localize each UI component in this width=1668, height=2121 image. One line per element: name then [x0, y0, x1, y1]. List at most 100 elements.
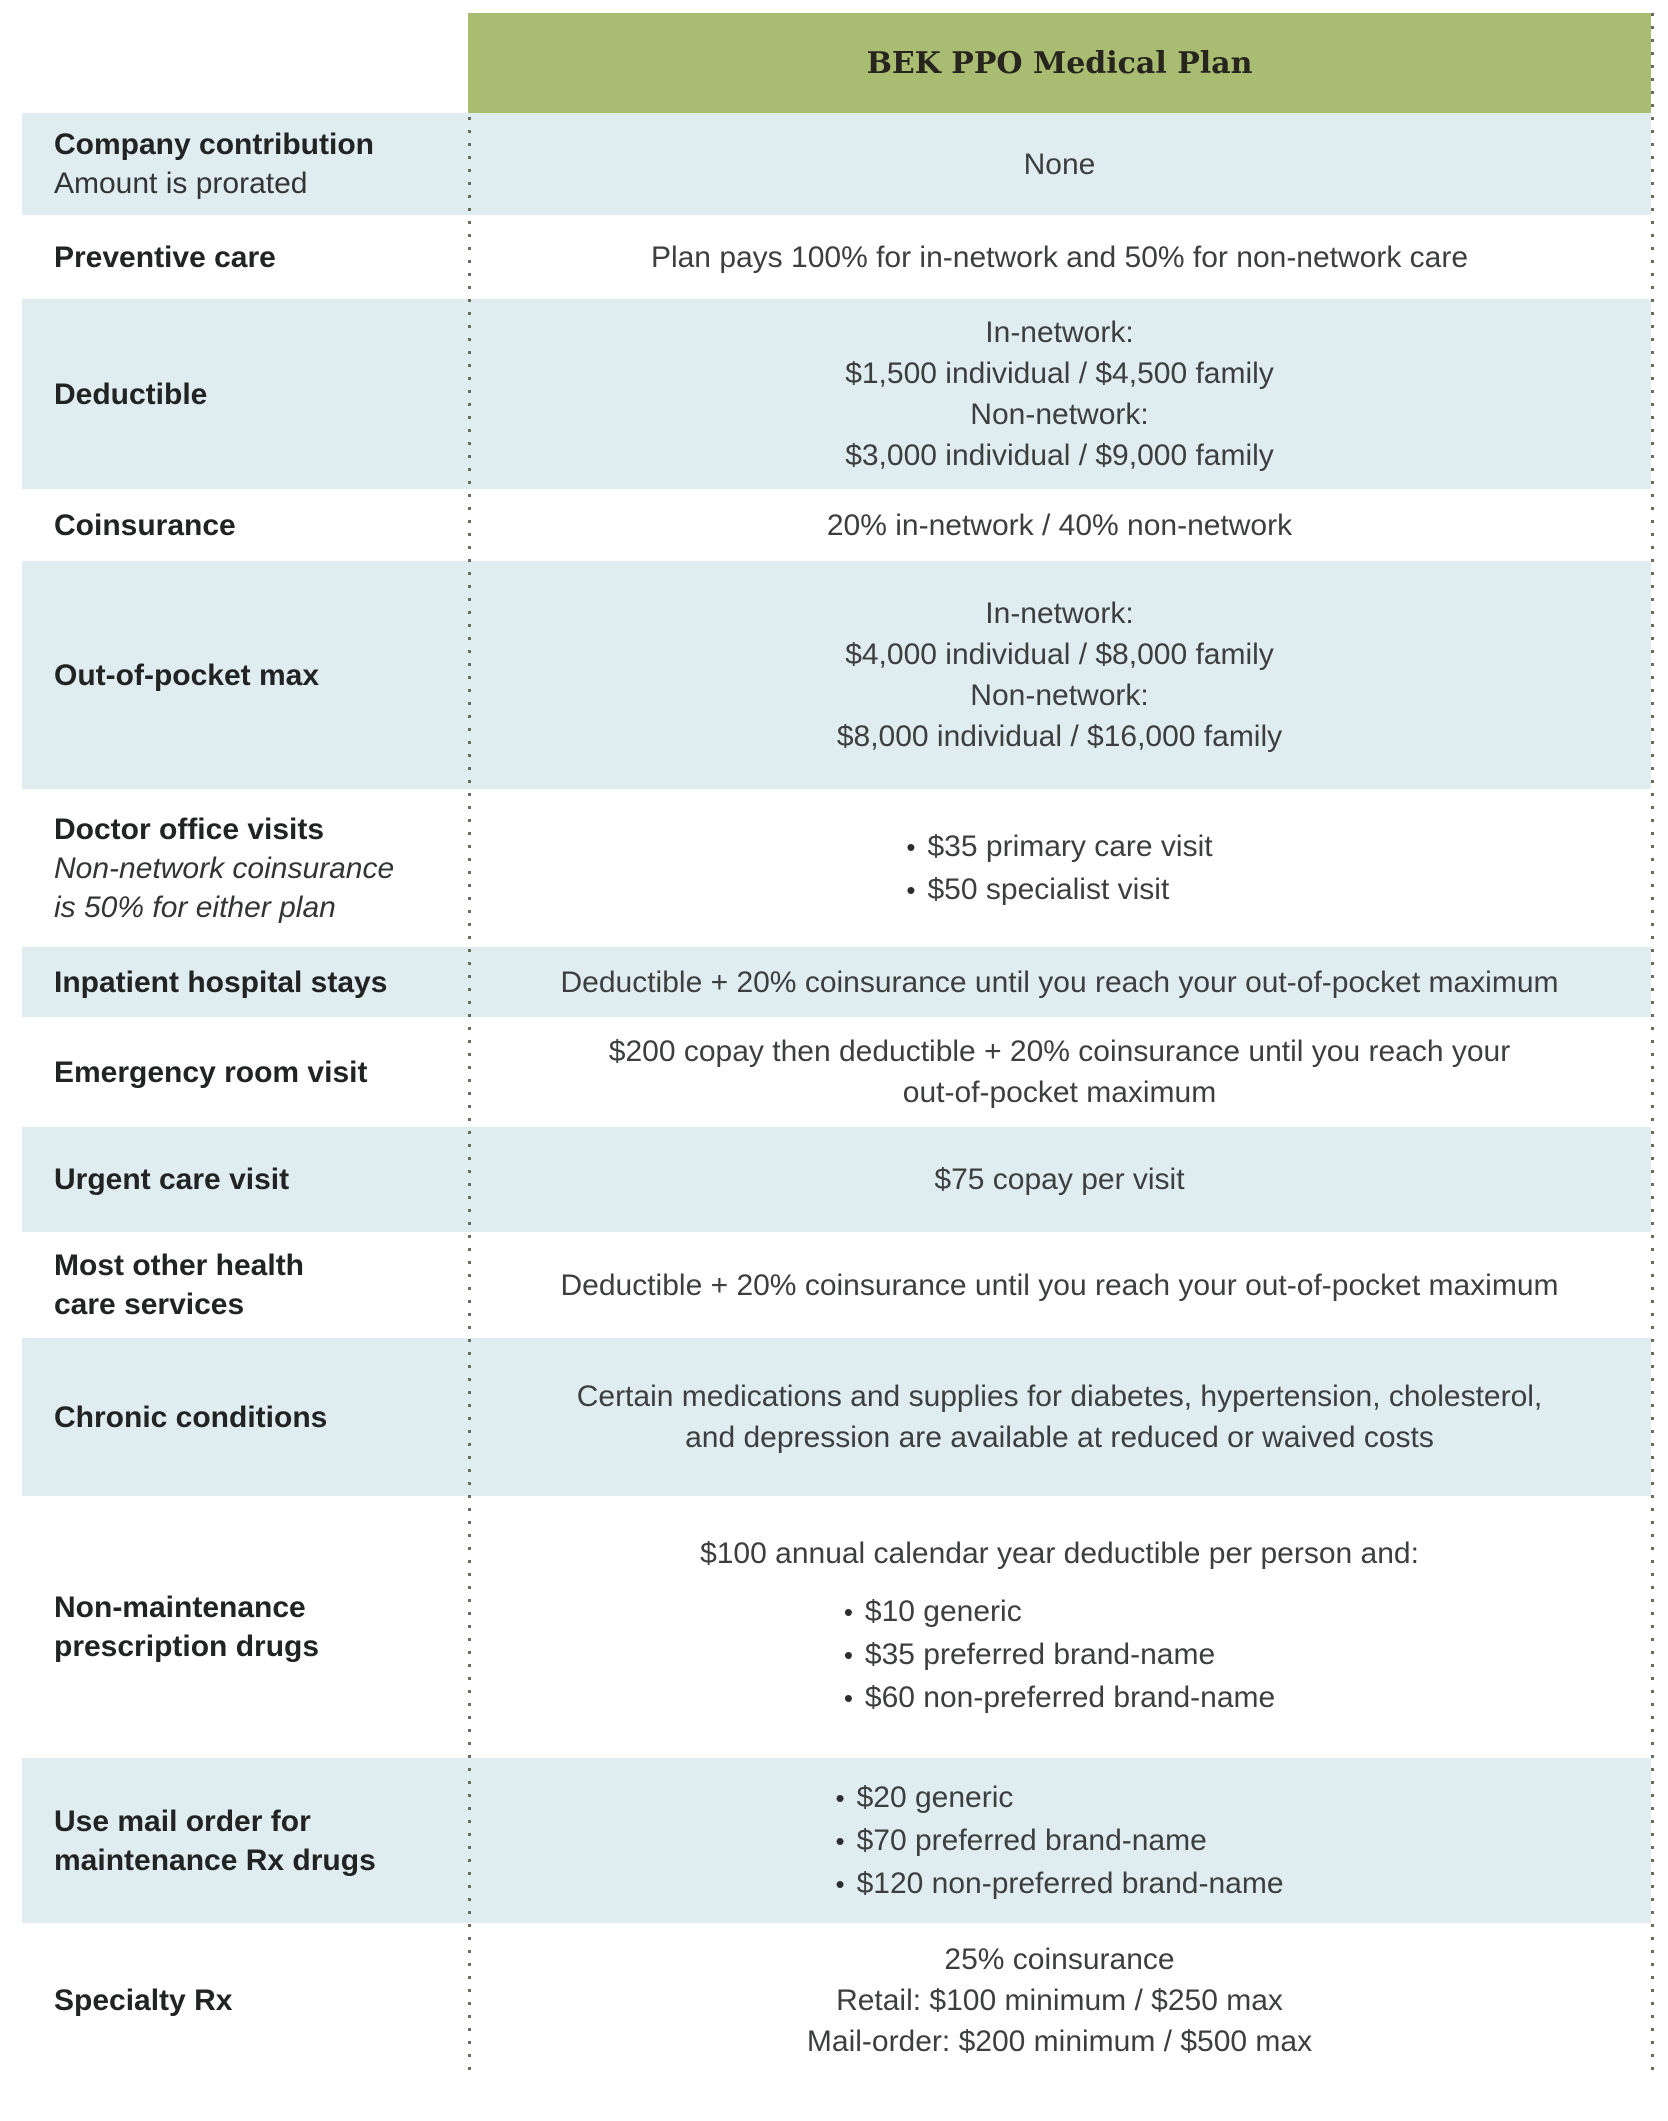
table-header-row: BEK PPO Medical Plan — [22, 13, 1651, 113]
bullet-text: $35 primary care visit — [927, 829, 1213, 863]
table-row-use-mail-order-for-maintenance-rx-drugs: Use mail order for maintenance Rx drugs • $… — [22, 1758, 1651, 1923]
bullet-item: • $70 preferred brand-name — [835, 1822, 1283, 1860]
row-label-text: maintenance Rx drugs — [54, 1843, 376, 1877]
table-row-most-other-health-care-services: Most other health care services Deductible… — [22, 1232, 1651, 1338]
table-row-specialty-rx: Specialty Rx 25% coinsurance Retail: $100 … — [22, 1923, 1651, 2077]
row-value-specialty-rx: 25% coinsurance Retail: $100 minimum / $2… — [468, 1923, 1651, 2077]
row-label-coinsurance: Coinsurance — [22, 489, 468, 561]
row-label-text: Doctor office visits — [54, 812, 325, 846]
row-label-chronic-conditions: Chronic conditions — [22, 1338, 468, 1496]
row-label-text: Company contribution — [54, 128, 374, 161]
table-row-coinsurance: Coinsurance 20% in-network / 40% non-netw… — [22, 489, 1651, 561]
row-value-text: In-network: — [985, 316, 1134, 349]
row-label-preventive-care: Preventive care — [22, 215, 468, 299]
row-label-specialty-rx: Specialty Rx — [22, 1923, 468, 2077]
row-value-text: and depression are available at reduced … — [685, 1421, 1434, 1454]
bullet-text: $10 generic — [864, 1594, 1022, 1628]
row-value-deductible: In-network: $1,500 individual / $4,500 fa… — [468, 299, 1651, 489]
row-label-text: Most other health — [54, 1249, 305, 1282]
bullet-item: • $35 primary care visit — [906, 828, 1212, 866]
bullet-item: • $120 non-preferred brand-name — [835, 1865, 1283, 1903]
row-value-text: $1,500 individual / $4,500 family — [845, 357, 1274, 390]
bullet-item: • $10 generic — [844, 1593, 1275, 1631]
bullet-dot-icon: • — [835, 1782, 845, 1813]
row-label-note: is 50% for either plan — [54, 890, 336, 924]
bullet-dot-icon: • — [843, 1596, 853, 1627]
bullet-text: $35 preferred brand-name — [864, 1637, 1216, 1671]
row-label-doctor-office-visits: Doctor office visits Non-network coinsura… — [22, 789, 468, 947]
row-label-text: Emergency room visit — [54, 1055, 368, 1089]
row-label-inpatient-hospital-stays: Inpatient hospital stays — [22, 947, 468, 1017]
row-label-note: Non-network coinsurance — [54, 851, 395, 885]
row-value-emergency-room-visit: $200 copay then deductible + 20% coinsur… — [468, 1017, 1651, 1127]
row-label-text: Inpatient hospital stays — [54, 965, 388, 999]
row-label-text: prescription drugs — [54, 1630, 320, 1663]
bullet-list: • $20 generic • $70 preferred brand-name • $1… — [835, 1774, 1283, 1908]
bullet-dot-icon: • — [843, 1682, 853, 1713]
row-value-text: Certain medications and supplies for dia… — [576, 1380, 1543, 1413]
table-row-preventive-care: Preventive care Plan pays 100% for in-net… — [22, 215, 1651, 299]
row-value-text: 25% coinsurance — [944, 1942, 1175, 1976]
row-value-inpatient-hospital-stays: Deductible + 20% coinsurance until you r… — [468, 947, 1651, 1017]
bullet-list: • $35 primary care visit • $50 specialist v… — [906, 823, 1212, 914]
row-value-text: out-of-pocket maximum — [902, 1076, 1217, 1109]
table-row-company-contribution: Company contribution Amount is prorated No… — [22, 113, 1651, 215]
row-value-text: Plan pays 100% for in-network and 50% fo… — [650, 240, 1469, 274]
row-label-text: Urgent care visit — [54, 1163, 290, 1196]
row-value-most-other-health-care-services: Deductible + 20% coinsurance until you r… — [468, 1232, 1651, 1338]
row-value-coinsurance: 20% in-network / 40% non-network — [468, 489, 1651, 561]
bullet-text: $50 specialist visit — [927, 872, 1170, 906]
row-value-company-contribution: None — [468, 113, 1651, 215]
row-value-text: $4,000 individual / $8,000 family — [845, 638, 1274, 671]
row-value-text: $3,000 individual / $9,000 family — [845, 439, 1274, 472]
row-label-company-contribution: Company contribution Amount is prorated — [22, 113, 468, 215]
plan-name-header: BEK PPO Medical Plan — [468, 13, 1651, 113]
bullet-dot-icon: • — [835, 1868, 845, 1899]
table-row-deductible: Deductible In-network: $1,500 individual /… — [22, 299, 1651, 489]
table-row-out-of-pocket-max: Out-of-pocket max In-network: $4,000 indiv… — [22, 561, 1651, 789]
row-value-text: Non-network: — [970, 398, 1149, 431]
bullet-text: $70 preferred brand-name — [856, 1823, 1207, 1857]
row-value-doctor-office-visits: • $35 primary care visit • $50 specialist v… — [468, 789, 1651, 947]
table-right-dotted-line — [1651, 13, 1654, 2077]
row-value-text: 20% in-network / 40% non-network — [826, 508, 1293, 542]
table-row-urgent-care-visit: Urgent care visit $75 copay per visit — [22, 1127, 1651, 1232]
row-label-text: Specialty Rx — [54, 1983, 233, 2017]
row-value-text: $75 copay per visit — [934, 1163, 1185, 1196]
row-value-urgent-care-visit: $75 copay per visit — [468, 1127, 1651, 1232]
bullet-dot-icon: • — [843, 1639, 853, 1670]
row-value-text: Non-network: — [970, 679, 1149, 712]
bullet-list: • $10 generic • $35 preferred brand-name • $6… — [844, 1588, 1275, 1722]
table-row-inpatient-hospital-stays: Inpatient hospital stays Deductible + 20%… — [22, 947, 1651, 1017]
row-value-out-of-pocket-max: In-network: $4,000 individual / $8,000 fa… — [468, 561, 1651, 789]
row-label-text: Coinsurance — [54, 508, 236, 542]
row-label-emergency-room-visit: Emergency room visit — [22, 1017, 468, 1127]
row-value-use-mail-order-for-maintenance-rx-drugs: • $20 generic • $70 preferred brand-name • $1… — [468, 1758, 1651, 1923]
row-label-urgent-care-visit: Urgent care visit — [22, 1127, 468, 1232]
bullet-text: $20 generic — [856, 1780, 1014, 1814]
row-value-text: $100 annual calendar year deductible per… — [700, 1536, 1419, 1570]
bullet-text: $60 non-preferred brand-name — [864, 1680, 1276, 1714]
row-label-text: care services — [54, 1288, 245, 1321]
bullet-item: • $60 non-preferred brand-name — [844, 1679, 1275, 1717]
row-value-text: Mail-order: $200 minimum / $500 max — [806, 2024, 1313, 2058]
table-row-emergency-room-visit: Emergency room visit $200 copay then dedu… — [22, 1017, 1651, 1127]
row-value-text: $200 copay then deductible + 20% coinsur… — [608, 1035, 1511, 1068]
medical-plan-table: BEK PPO Medical Plan Company contributio… — [22, 13, 1654, 2077]
row-label-note: Amount is prorated — [54, 167, 308, 200]
row-label-text: Chronic conditions — [54, 1400, 328, 1434]
table-row-chronic-conditions: Chronic conditions Certain medications an… — [22, 1338, 1651, 1496]
column-divider-dotted-line — [468, 13, 471, 2077]
header-spacer — [22, 13, 468, 113]
bullet-item: • $20 generic — [835, 1779, 1283, 1817]
bullet-item: • $35 preferred brand-name — [844, 1636, 1275, 1674]
row-label-use-mail-order-for-maintenance-rx-drugs: Use mail order for maintenance Rx drugs — [22, 1758, 468, 1923]
row-value-chronic-conditions: Certain medications and supplies for dia… — [468, 1338, 1651, 1496]
row-label-deductible: Deductible — [22, 299, 468, 489]
table-body: Company contribution Amount is prorated No… — [22, 113, 1651, 2077]
row-label-text: Preventive care — [54, 240, 276, 274]
bullet-text: $120 non-preferred brand-name — [856, 1866, 1284, 1900]
row-label-text: Deductible — [54, 377, 208, 411]
row-label-text: Non-maintenance — [54, 1591, 306, 1624]
